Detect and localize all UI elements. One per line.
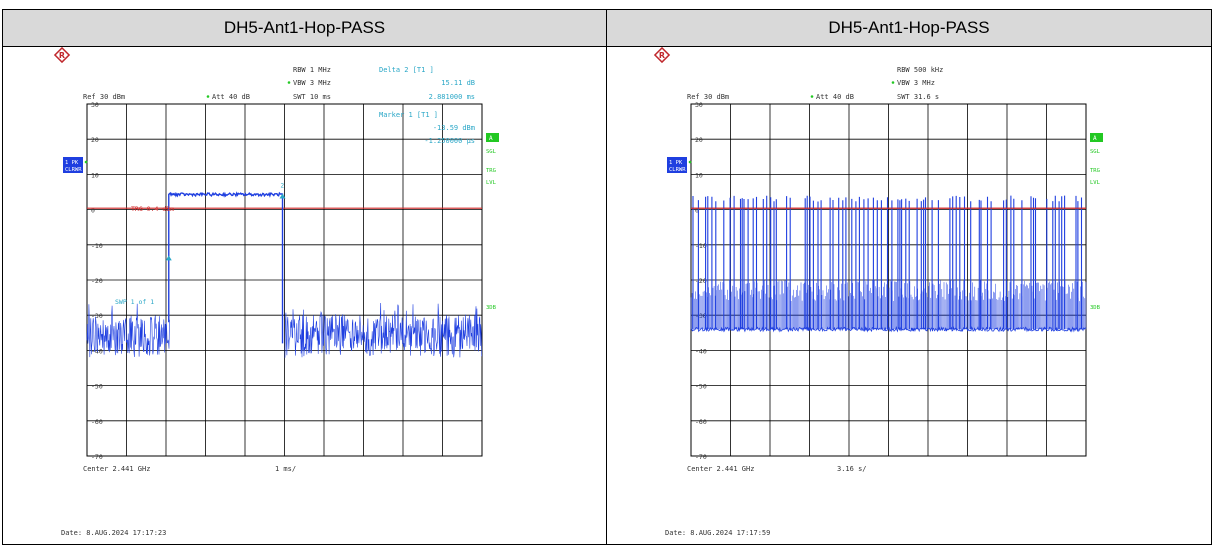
- side-3db-label: 3DB: [1090, 305, 1101, 311]
- trace-tag-pk: 1 PK: [65, 160, 79, 166]
- panel-title-left: DH5-Ant1-Hop-PASS: [3, 10, 606, 47]
- panel-cell-left: DH5-Ant1-Hop-PASS R Ref 30 dBm Att 40 dB RB…: [3, 10, 607, 544]
- table-frame: DH5-Ant1-Hop-PASS R Ref 30 dBm Att 40 dB RB…: [2, 9, 1212, 545]
- y-tick-label: -10: [695, 242, 707, 250]
- rbw-label: RBW 500 kHz: [897, 66, 943, 74]
- trace-pulse: [168, 191, 284, 344]
- trace-noise-left: [86, 303, 170, 358]
- y-tick-label: 20: [695, 136, 703, 144]
- side-a-label: A: [1093, 135, 1097, 142]
- time-per-div-label: 3.16 s/: [837, 465, 867, 473]
- trace-tag-bg: [667, 157, 687, 173]
- side-lvl-label: LVL: [486, 180, 497, 186]
- center-frequency-label: Center 2.441 GHz: [687, 465, 754, 473]
- y-tick-label: 30: [91, 101, 99, 109]
- marker-label: Marker 1 [T1 ]: [379, 111, 438, 119]
- delta-time: 2.881000 ms: [429, 93, 475, 101]
- side-trg-label: TRG: [486, 168, 496, 174]
- rs-logo-mark: R: [59, 51, 65, 60]
- att-indicator-dot: [206, 95, 210, 98]
- y-tick-label: 30: [695, 101, 703, 109]
- analyzer-screen-right: R Ref 30 dBm Att 40 dB RBW 500 kHz VBW 3 MHz…: [607, 47, 1211, 545]
- side-lvl-label: LVL: [1090, 180, 1101, 186]
- trace-tag-pk: 1 PK: [669, 160, 683, 166]
- y-tick-label: 0: [91, 207, 95, 215]
- trace-hop-bursts: [692, 195, 1083, 330]
- analyzer-chart-left: R Ref 30 dBm Att 40 dB RBW 1 MHz VBW 3 MHz SW…: [53, 47, 499, 537]
- panel-cell-right: DH5-Ant1-Hop-PASS R Ref 30 dBm Att 40 dB RB…: [607, 10, 1211, 544]
- att-indicator-dot: [810, 95, 814, 98]
- vbw-label: VBW 3 MHz: [293, 79, 331, 87]
- attenuation-label: Att 40 dB: [816, 93, 854, 101]
- side-a-bg: [486, 133, 499, 142]
- y-tick-label: -60: [91, 418, 103, 426]
- time-per-div-label: 1 ms/: [275, 465, 296, 473]
- y-tick-label: -30: [91, 312, 103, 320]
- delta-label: Delta 2 [T1 ]: [379, 66, 434, 74]
- vbw-indicator-dot: [287, 81, 291, 84]
- marker-value: -13.59 dBm: [433, 124, 475, 132]
- y-tick-label: -40: [695, 347, 707, 355]
- marker-1-glyph: [165, 255, 172, 261]
- vbw-indicator-dot: [891, 81, 895, 84]
- side-a-label: A: [489, 135, 493, 142]
- plot-grid: [86, 103, 483, 457]
- trace-tag-dot: [688, 160, 692, 164]
- rs-logo-icon: R: [653, 47, 671, 64]
- side-sgl-label: SGL: [1090, 149, 1101, 155]
- center-frequency-label: Center 2.441 GHz: [83, 465, 150, 473]
- trigger-level-label: TRG 0.4 dBm: [131, 205, 174, 213]
- marker-2-tag: 2: [281, 183, 285, 190]
- y-tick-label: -70: [695, 453, 707, 461]
- panel-title-right: DH5-Ant1-Hop-PASS: [607, 10, 1211, 47]
- side-sgl-label: SGL: [486, 149, 497, 155]
- plot-grid: [690, 103, 1087, 457]
- y-tick-label: -20: [695, 277, 707, 285]
- y-tick-label: -70: [91, 453, 103, 461]
- trace-noise: [86, 302, 482, 358]
- marker-2-glyph: [279, 193, 286, 199]
- y-tick-label: 10: [91, 171, 99, 179]
- date-label: Date: 8.AUG.2024 17:17:23: [61, 529, 166, 537]
- y-tick-label: -60: [695, 418, 707, 426]
- date-label: Date: 8.AUG.2024 17:17:59: [665, 529, 770, 537]
- y-tick-label: 0: [695, 207, 699, 215]
- y-tick-label: -10: [91, 242, 103, 250]
- y-tick-label: -50: [91, 383, 103, 391]
- trace-tag-dot: [84, 160, 88, 164]
- delta-value: 15.11 dB: [441, 79, 475, 87]
- marker-time: -1.250000 µs: [424, 137, 475, 145]
- analyzer-chart-right: R Ref 30 dBm Att 40 dB RBW 500 kHz VBW 3 MHz…: [653, 47, 1103, 537]
- sweep-time-label: SWT 31.6 s: [897, 93, 939, 101]
- trace-noise-right: [284, 302, 482, 358]
- y-tick-label: 10: [695, 171, 703, 179]
- rs-logo-diamond: [653, 47, 671, 64]
- sweep-time-label: SWT 10 ms: [293, 93, 331, 101]
- rs-logo-icon: R: [53, 47, 71, 64]
- side-a-bg: [1090, 133, 1103, 142]
- trace-tag-clrwr: CLRWR: [669, 167, 686, 173]
- ref-level-label: Ref 30 dBm: [83, 93, 125, 101]
- side-trg-label: TRG: [1090, 168, 1100, 174]
- sweep-count-label: SWP 1 of 1: [115, 298, 154, 306]
- trace-tag-bg: [63, 157, 83, 173]
- y-tick-label: -50: [695, 383, 707, 391]
- analyzer-screen-left: R Ref 30 dBm Att 40 dB RBW 1 MHz VBW 3 MHz SW…: [3, 47, 606, 545]
- ref-level-label: Ref 30 dBm: [687, 93, 729, 101]
- rs-logo-mark: R: [659, 51, 665, 60]
- side-3db-label: 3DB: [486, 305, 497, 311]
- attenuation-label: Att 40 dB: [212, 93, 250, 101]
- trace-tag-clrwr: CLRWR: [65, 167, 82, 173]
- rbw-label: RBW 1 MHz: [293, 66, 331, 74]
- y-tick-label: -40: [91, 347, 103, 355]
- vbw-label: VBW 3 MHz: [897, 79, 935, 87]
- trace-mid-band-lines: [690, 280, 1087, 330]
- trace-mid-band: [690, 280, 1087, 330]
- y-tick-label: 20: [91, 136, 99, 144]
- y-tick-label: -20: [91, 277, 103, 285]
- rs-logo-diamond: [53, 47, 71, 64]
